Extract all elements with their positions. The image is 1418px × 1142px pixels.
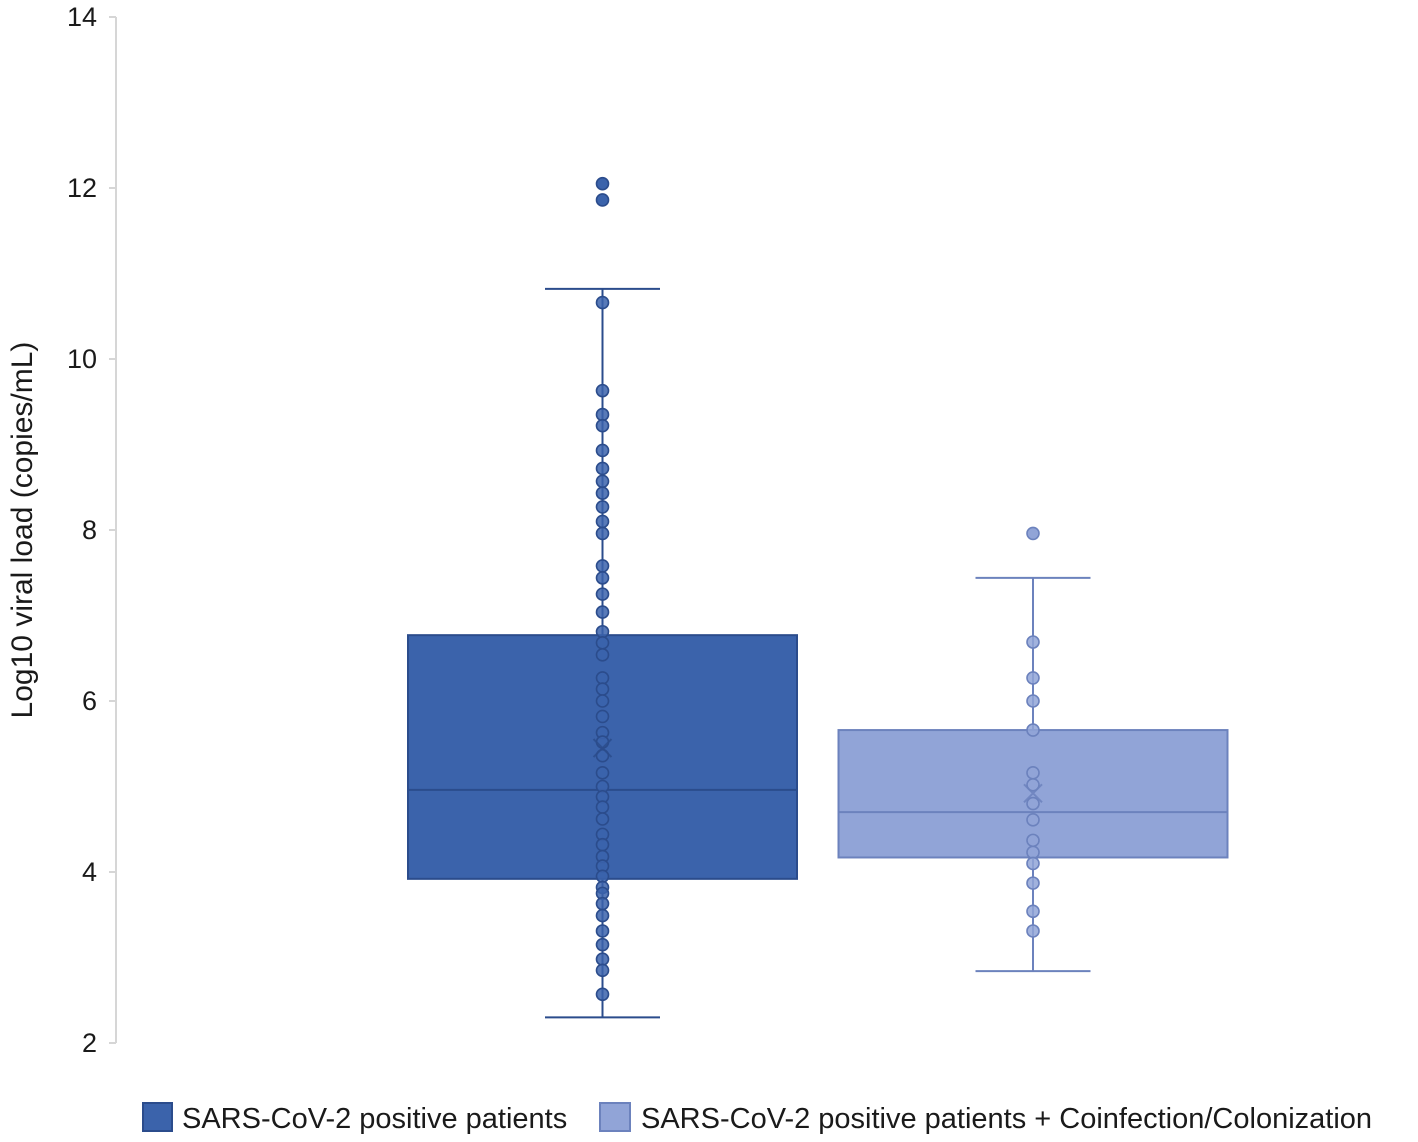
data-point <box>1026 924 1040 938</box>
data-point <box>595 694 610 708</box>
data-point <box>595 443 610 458</box>
y-tick-label: 10 <box>67 344 97 374</box>
outlier-point <box>595 176 610 191</box>
data-point <box>595 671 610 685</box>
data-point <box>1026 833 1040 848</box>
data-point <box>1026 635 1040 649</box>
data-point <box>595 636 610 650</box>
data-point <box>595 500 610 514</box>
data-point <box>1026 777 1040 792</box>
y-tick-label: 8 <box>82 515 97 545</box>
data-point <box>595 952 610 967</box>
legend-swatch-0 <box>142 1102 173 1132</box>
box-series-0 <box>407 176 798 1019</box>
y-axis: 2 4 6 8 10 12 14 <box>67 2 117 1058</box>
data-point <box>595 709 610 724</box>
data-point <box>1026 723 1040 737</box>
data-point <box>595 418 610 433</box>
y-tick-label: 2 <box>82 1028 97 1058</box>
data-point <box>595 571 610 585</box>
data-point <box>595 624 610 639</box>
data-point <box>1026 671 1040 685</box>
data-point <box>1026 796 1040 811</box>
data-point <box>595 486 610 501</box>
data-point <box>595 987 610 1002</box>
data-point <box>595 682 610 696</box>
data-point <box>595 937 610 952</box>
legend-swatch-1 <box>599 1102 631 1132</box>
y-tick-label: 6 <box>82 686 97 716</box>
data-point <box>595 837 610 852</box>
y-tick-label: 12 <box>67 173 97 203</box>
data-point <box>1026 845 1040 860</box>
legend-label-1: SARS-CoV-2 positive patients + Coinfecti… <box>641 1103 1372 1135</box>
data-point <box>595 648 610 662</box>
data-point <box>595 869 610 884</box>
legend-label-0: SARS-CoV-2 positive patients <box>182 1103 567 1135</box>
data-point <box>595 812 610 826</box>
data-point <box>1026 694 1040 708</box>
data-point <box>595 963 610 978</box>
mean-marker <box>592 738 613 758</box>
data-point <box>595 526 610 541</box>
y-tick-label: 4 <box>82 857 97 887</box>
data-point <box>595 559 610 573</box>
data-point <box>1026 813 1040 827</box>
data-point <box>595 766 610 780</box>
data-point <box>595 735 610 749</box>
data-point <box>1026 904 1040 919</box>
data-point <box>595 295 610 310</box>
data-point <box>1026 876 1040 890</box>
data-point <box>595 800 610 814</box>
data-point <box>595 474 610 489</box>
box-group <box>407 176 1229 1019</box>
data-point <box>1026 856 1040 871</box>
box-series-1 <box>837 526 1229 973</box>
mean-marker <box>1023 783 1043 804</box>
data-point <box>595 924 610 938</box>
data-point <box>595 605 610 619</box>
outlier-point <box>595 193 610 207</box>
data-point <box>595 383 610 398</box>
outlier-point <box>1026 526 1040 541</box>
data-point <box>595 407 610 422</box>
y-axis-label: Log10 viral load (copies/mL) <box>6 342 39 719</box>
data-point <box>1026 766 1040 780</box>
y-tick-label: 14 <box>67 2 97 32</box>
data-point <box>595 908 610 923</box>
data-point <box>595 587 610 601</box>
legend: SARS-CoV-2 positive patients SARS-CoV-2 … <box>142 1102 1372 1135</box>
data-point <box>595 896 610 911</box>
data-point <box>595 514 610 529</box>
data-point <box>595 748 610 763</box>
data-point <box>595 461 610 476</box>
